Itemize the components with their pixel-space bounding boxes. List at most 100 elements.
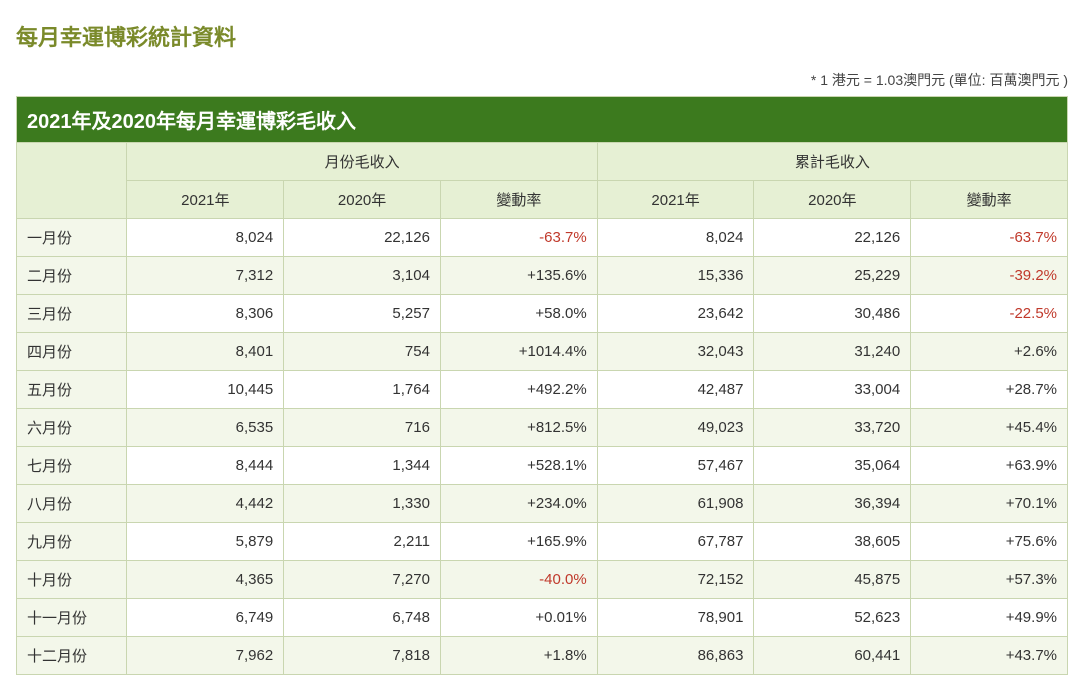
table-cell: 57,467 (597, 447, 754, 485)
col-m-2021: 2021年 (127, 181, 284, 219)
table-row: 七月份8,4441,344+528.1%57,46735,064+63.9% (17, 447, 1068, 485)
table-cell: +234.0% (440, 485, 597, 523)
table-cell: 六月份 (17, 409, 127, 447)
table-cell: 九月份 (17, 523, 127, 561)
table-cell: 38,605 (754, 523, 911, 561)
table-row: 一月份8,02422,126-63.7%8,02422,126-63.7% (17, 219, 1068, 257)
table-cell: 五月份 (17, 371, 127, 409)
table-cell: 31,240 (754, 333, 911, 371)
table-cell: 78,901 (597, 599, 754, 637)
table-cell: 6,535 (127, 409, 284, 447)
table-cell: 35,064 (754, 447, 911, 485)
table-cell: 8,444 (127, 447, 284, 485)
table-cell: 3,104 (284, 257, 441, 295)
table-cell: -39.2% (911, 257, 1068, 295)
page-title: 每月幸運博彩統計資料 (16, 20, 1068, 52)
table-cell: 8,024 (597, 219, 754, 257)
table-cell: 42,487 (597, 371, 754, 409)
col-m-change: 變動率 (440, 181, 597, 219)
table-cell: +45.4% (911, 409, 1068, 447)
col-c-2020: 2020年 (754, 181, 911, 219)
table-cell: 十二月份 (17, 637, 127, 675)
table-cell: 754 (284, 333, 441, 371)
table-cell: 61,908 (597, 485, 754, 523)
unit-note: * 1 港元 = 1.03澳門元 (單位: 百萬澳門元 ) (16, 70, 1068, 90)
table-cell: -40.0% (440, 561, 597, 599)
table-cell: +75.6% (911, 523, 1068, 561)
col-month-blank (17, 143, 127, 219)
table-cell: 8,401 (127, 333, 284, 371)
table-cell: +812.5% (440, 409, 597, 447)
table-cell: 7,312 (127, 257, 284, 295)
table-cell: 7,962 (127, 637, 284, 675)
table-cell: 36,394 (754, 485, 911, 523)
table-row: 十一月份6,7496,748+0.01%78,90152,623+49.9% (17, 599, 1068, 637)
table-cell: 22,126 (284, 219, 441, 257)
table-cell: +43.7% (911, 637, 1068, 675)
table-cell: 23,642 (597, 295, 754, 333)
table-cell: +70.1% (911, 485, 1068, 523)
table-cell: 三月份 (17, 295, 127, 333)
table-cell: -63.7% (911, 219, 1068, 257)
table-cell: 7,818 (284, 637, 441, 675)
table-cell: 一月份 (17, 219, 127, 257)
table-row: 三月份8,3065,257+58.0%23,64230,486-22.5% (17, 295, 1068, 333)
table-cell: 72,152 (597, 561, 754, 599)
table-cell: 二月份 (17, 257, 127, 295)
table-cell: +0.01% (440, 599, 597, 637)
table-cell: 33,720 (754, 409, 911, 447)
table-cell: 33,004 (754, 371, 911, 409)
table-row: 四月份8,401754+1014.4%32,04331,240+2.6% (17, 333, 1068, 371)
table-cell: +135.6% (440, 257, 597, 295)
table-cell: 52,623 (754, 599, 911, 637)
table-row: 六月份6,535716+812.5%49,02333,720+45.4% (17, 409, 1068, 447)
col-group-monthly: 月份毛收入 (127, 143, 597, 181)
table-cell: 1,330 (284, 485, 441, 523)
table-cell: 4,442 (127, 485, 284, 523)
table-cell: +165.9% (440, 523, 597, 561)
col-c-2021: 2021年 (597, 181, 754, 219)
table-cell: 七月份 (17, 447, 127, 485)
table-cell: 6,748 (284, 599, 441, 637)
revenue-table: 2021年及2020年每月幸運博彩毛收入 月份毛收入 累計毛收入 2021年 2… (16, 96, 1068, 675)
col-m-2020: 2020年 (284, 181, 441, 219)
table-cell: 86,863 (597, 637, 754, 675)
col-c-change: 變動率 (911, 181, 1068, 219)
table-cell: 22,126 (754, 219, 911, 257)
table-cell: +28.7% (911, 371, 1068, 409)
table-cell: 十月份 (17, 561, 127, 599)
table-row: 二月份7,3123,104+135.6%15,33625,229-39.2% (17, 257, 1068, 295)
table-cell: +49.9% (911, 599, 1068, 637)
table-row: 八月份4,4421,330+234.0%61,90836,394+70.1% (17, 485, 1068, 523)
table-row: 九月份5,8792,211+165.9%67,78738,605+75.6% (17, 523, 1068, 561)
table-banner: 2021年及2020年每月幸運博彩毛收入 (17, 97, 1068, 143)
table-cell: 32,043 (597, 333, 754, 371)
table-cell: 5,257 (284, 295, 441, 333)
table-cell: +57.3% (911, 561, 1068, 599)
table-cell: 15,336 (597, 257, 754, 295)
table-cell: 25,229 (754, 257, 911, 295)
table-cell: 6,749 (127, 599, 284, 637)
table-cell: -22.5% (911, 295, 1068, 333)
table-cell: +1014.4% (440, 333, 597, 371)
table-cell: 30,486 (754, 295, 911, 333)
table-cell: +63.9% (911, 447, 1068, 485)
table-cell: +1.8% (440, 637, 597, 675)
table-cell: 45,875 (754, 561, 911, 599)
table-cell: 49,023 (597, 409, 754, 447)
table-cell: 10,445 (127, 371, 284, 409)
table-cell: -63.7% (440, 219, 597, 257)
table-cell: 60,441 (754, 637, 911, 675)
table-cell: 1,344 (284, 447, 441, 485)
table-cell: +2.6% (911, 333, 1068, 371)
table-row: 十二月份7,9627,818+1.8%86,86360,441+43.7% (17, 637, 1068, 675)
table-row: 十月份4,3657,270-40.0%72,15245,875+57.3% (17, 561, 1068, 599)
table-cell: 8,024 (127, 219, 284, 257)
table-body: 一月份8,02422,126-63.7%8,02422,126-63.7%二月份… (17, 219, 1068, 675)
table-cell: 四月份 (17, 333, 127, 371)
table-cell: +492.2% (440, 371, 597, 409)
table-cell: 7,270 (284, 561, 441, 599)
table-cell: 4,365 (127, 561, 284, 599)
table-cell: 2,211 (284, 523, 441, 561)
table-cell: 八月份 (17, 485, 127, 523)
